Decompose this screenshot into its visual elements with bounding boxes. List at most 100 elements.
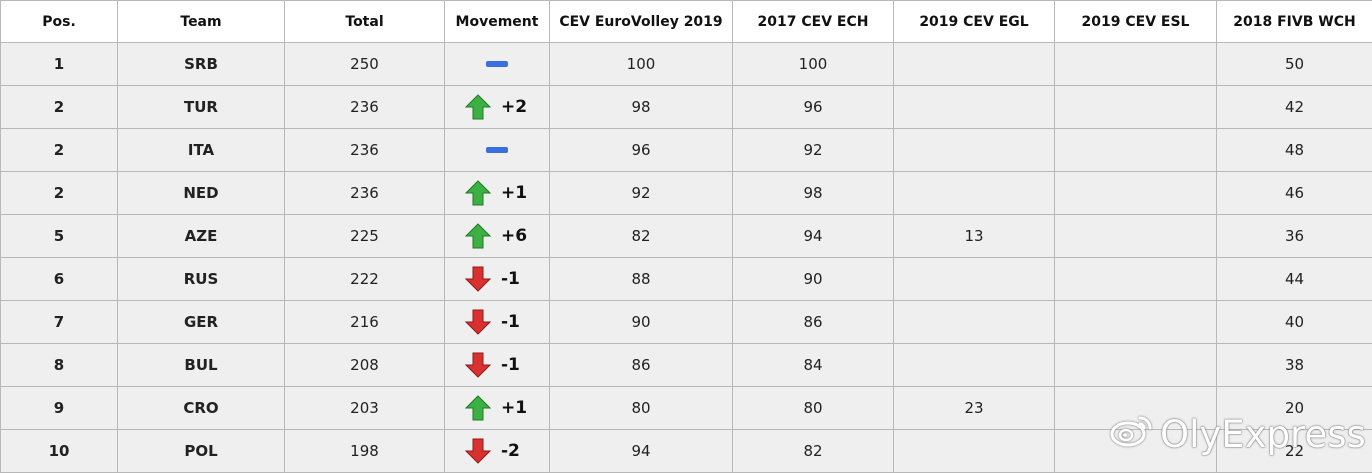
cell-ech-2017: 100: [733, 43, 894, 86]
cell-total: 236: [285, 172, 445, 215]
arrow-down-icon: [465, 352, 491, 378]
cell-movement: +1: [445, 387, 550, 430]
cell-movement: -2: [445, 430, 550, 473]
movement-value: -1: [501, 312, 529, 332]
cell-egl-2019: 23: [894, 387, 1055, 430]
cell-wch-2018: 50: [1217, 43, 1372, 86]
cell-team: SRB: [118, 43, 285, 86]
cell-egl-2019: [894, 344, 1055, 387]
cell-eurovolley-2019: 92: [550, 172, 733, 215]
cell-pos: 5: [1, 215, 118, 258]
cell-egl-2019: 13: [894, 215, 1055, 258]
cell-total: 236: [285, 129, 445, 172]
cell-movement: +6: [445, 215, 550, 258]
cell-ech-2017: 82: [733, 430, 894, 473]
col-header-wch-2018: 2018 FIVB WCH: [1217, 1, 1372, 43]
cell-ech-2017: 98: [733, 172, 894, 215]
col-header-total: Total: [285, 1, 445, 43]
cell-total: 222: [285, 258, 445, 301]
cell-team: ITA: [118, 129, 285, 172]
cell-egl-2019: [894, 258, 1055, 301]
cell-eurovolley-2019: 100: [550, 43, 733, 86]
cell-eurovolley-2019: 82: [550, 215, 733, 258]
cell-team: BUL: [118, 344, 285, 387]
cell-total: 198: [285, 430, 445, 473]
no-change-dash-icon: [485, 145, 509, 155]
cell-ech-2017: 96: [733, 86, 894, 129]
cell-wch-2018: 22: [1217, 430, 1372, 473]
cell-wch-2018: 48: [1217, 129, 1372, 172]
cell-esl-2019: [1055, 430, 1217, 473]
cell-esl-2019: [1055, 258, 1217, 301]
arrow-down-icon: [465, 438, 491, 464]
col-header-ech-2017: 2017 CEV ECH: [733, 1, 894, 43]
cell-team: RUS: [118, 258, 285, 301]
cell-wch-2018: 38: [1217, 344, 1372, 387]
cell-wch-2018: 40: [1217, 301, 1372, 344]
cell-team: POL: [118, 430, 285, 473]
cell-esl-2019: [1055, 387, 1217, 430]
cell-team: TUR: [118, 86, 285, 129]
cell-movement: -1: [445, 258, 550, 301]
cell-esl-2019: [1055, 172, 1217, 215]
cell-movement: [445, 129, 550, 172]
no-change-dash-icon: [485, 59, 509, 69]
cell-ech-2017: 92: [733, 129, 894, 172]
cell-egl-2019: [894, 129, 1055, 172]
arrow-up-icon: [465, 180, 491, 206]
cell-team: GER: [118, 301, 285, 344]
arrow-down-icon: [465, 266, 491, 292]
cell-pos: 7: [1, 301, 118, 344]
cell-eurovolley-2019: 98: [550, 86, 733, 129]
cell-pos: 1: [1, 43, 118, 86]
cell-pos: 10: [1, 430, 118, 473]
cell-total: 216: [285, 301, 445, 344]
cell-wch-2018: 36: [1217, 215, 1372, 258]
cell-pos: 8: [1, 344, 118, 387]
cell-movement: -1: [445, 344, 550, 387]
cell-esl-2019: [1055, 301, 1217, 344]
cell-eurovolley-2019: 90: [550, 301, 733, 344]
cell-esl-2019: [1055, 129, 1217, 172]
cell-total: 250: [285, 43, 445, 86]
cell-eurovolley-2019: 96: [550, 129, 733, 172]
col-header-eurovolley-2019: CEV EuroVolley 2019: [550, 1, 733, 43]
cell-pos: 2: [1, 86, 118, 129]
cell-egl-2019: [894, 86, 1055, 129]
cell-egl-2019: [894, 301, 1055, 344]
col-header-team: Team: [118, 1, 285, 43]
cell-esl-2019: [1055, 215, 1217, 258]
cell-movement: [445, 43, 550, 86]
cell-wch-2018: 46: [1217, 172, 1372, 215]
cell-egl-2019: [894, 172, 1055, 215]
cell-egl-2019: [894, 43, 1055, 86]
cell-movement: +1: [445, 172, 550, 215]
movement-value: +6: [501, 226, 529, 246]
movement-value: +1: [501, 398, 529, 418]
cell-wch-2018: 44: [1217, 258, 1372, 301]
movement-value: +2: [501, 97, 529, 117]
cell-team: NED: [118, 172, 285, 215]
arrow-up-icon: [465, 94, 491, 120]
cell-eurovolley-2019: 88: [550, 258, 733, 301]
cell-esl-2019: [1055, 344, 1217, 387]
cell-ech-2017: 84: [733, 344, 894, 387]
cell-ech-2017: 90: [733, 258, 894, 301]
cell-esl-2019: [1055, 86, 1217, 129]
cell-esl-2019: [1055, 43, 1217, 86]
cell-movement: -1: [445, 301, 550, 344]
cell-team: AZE: [118, 215, 285, 258]
cell-pos: 9: [1, 387, 118, 430]
cell-eurovolley-2019: 94: [550, 430, 733, 473]
col-header-esl-2019: 2019 CEV ESL: [1055, 1, 1217, 43]
cell-movement: +2: [445, 86, 550, 129]
cell-wch-2018: 20: [1217, 387, 1372, 430]
